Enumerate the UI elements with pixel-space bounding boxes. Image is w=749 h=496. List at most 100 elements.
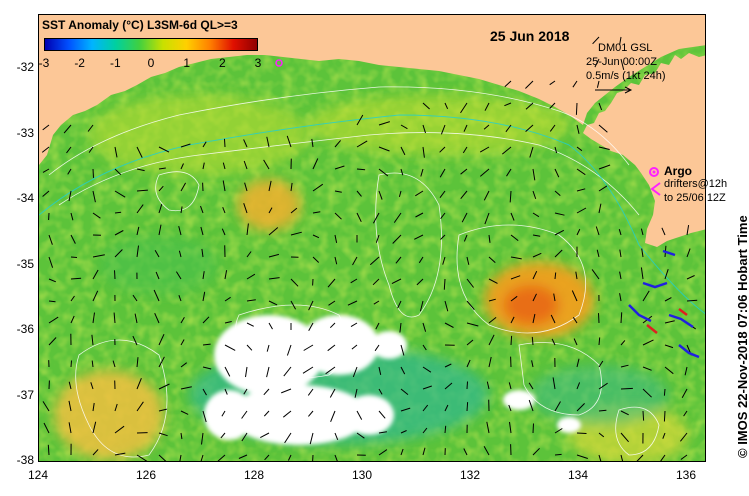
current-arrow — [374, 344, 380, 352]
current-arrow — [202, 366, 212, 370]
current-arrow — [244, 182, 248, 192]
current-arrow — [221, 410, 226, 417]
current-arrow — [664, 297, 672, 302]
current-arrow — [439, 168, 446, 178]
current-arrow — [619, 293, 622, 302]
current-arrow — [222, 180, 226, 192]
current-arrow — [369, 256, 380, 266]
current-arrow — [642, 410, 645, 421]
current-arrow — [312, 183, 324, 192]
current-arrow — [136, 401, 144, 412]
current-arrow — [598, 360, 604, 368]
current-arrow — [681, 388, 688, 399]
current-arrow — [42, 190, 50, 197]
current-arrow — [286, 344, 292, 356]
current-arrow — [136, 146, 143, 158]
current-arrow — [373, 300, 380, 305]
current-arrow — [554, 428, 563, 434]
current-arrow — [594, 58, 600, 68]
current-arrow — [91, 334, 94, 346]
current-arrow — [114, 230, 124, 236]
current-arrow — [354, 388, 358, 398]
current-arrow — [664, 269, 669, 280]
current-arrow — [312, 211, 321, 214]
current-arrow — [114, 146, 118, 158]
current-arrow — [463, 234, 468, 242]
current-arrow — [554, 249, 563, 258]
current-arrow — [114, 452, 126, 456]
current-arrow — [595, 226, 600, 236]
current-arrow — [266, 366, 270, 378]
current-arrow — [483, 124, 490, 130]
current-arrow — [598, 337, 601, 346]
current-arrow — [422, 385, 432, 390]
current-arrow — [532, 190, 537, 200]
current-arrow — [532, 447, 540, 456]
current-arrow — [592, 36, 600, 45]
current-arrow — [400, 448, 404, 456]
current-arrow — [154, 312, 160, 324]
current-arrow — [439, 146, 446, 153]
current-arrow — [178, 250, 182, 258]
current-arrow — [486, 421, 490, 434]
current-arrow — [576, 168, 586, 176]
current-arrow — [575, 271, 578, 280]
current-arrow — [619, 271, 622, 280]
current-arrow — [528, 382, 534, 390]
current-arrow — [488, 356, 492, 368]
argo-float-marker — [275, 59, 283, 67]
current-arrow — [554, 401, 561, 412]
current-arrow — [620, 312, 623, 324]
current-arrow — [221, 228, 226, 236]
current-arrow — [439, 190, 446, 198]
current-arrow — [598, 409, 607, 412]
current-arrow — [554, 272, 557, 280]
current-arrow — [132, 335, 138, 346]
current-arrow — [460, 168, 468, 175]
current-arrow — [466, 381, 468, 390]
current-arrow — [329, 322, 336, 329]
current-arrow — [598, 382, 608, 390]
current-arrow — [180, 182, 187, 192]
current-arrow — [484, 102, 490, 111]
current-arrow — [598, 124, 608, 133]
current-arrow — [114, 425, 125, 434]
current-arrow — [70, 315, 75, 324]
current-arrow — [664, 320, 675, 324]
current-arrow — [400, 344, 405, 356]
current-arrow — [281, 388, 292, 394]
current-arrow — [246, 251, 252, 258]
current-arrow — [290, 231, 302, 236]
scale-arrow — [595, 86, 633, 94]
current-arrow — [686, 248, 691, 258]
latitude-tick-label: -36 — [16, 322, 34, 336]
current-arrow — [375, 322, 380, 330]
current-arrow — [391, 278, 402, 285]
current-arrow — [549, 124, 556, 132]
current-arrow — [202, 388, 207, 396]
current-arrow — [528, 399, 534, 412]
current-arrow — [307, 388, 314, 396]
current-arrow — [510, 316, 515, 324]
longitude-tick-label: 128 — [243, 468, 265, 482]
current-arrow — [488, 234, 491, 243]
current-arrow — [532, 234, 541, 237]
current-arrow — [312, 454, 314, 461]
current-arrow — [114, 270, 116, 280]
colorbar-tick-label: 1 — [183, 56, 190, 70]
current-arrow — [202, 410, 207, 423]
current-arrow — [525, 102, 534, 110]
current-arrow — [224, 388, 228, 395]
current-arrow — [48, 278, 56, 283]
current-arrow — [532, 293, 537, 302]
latitude-tick-label: -34 — [16, 191, 34, 205]
current-arrow — [179, 454, 182, 461]
latitude-tick-label: -33 — [16, 125, 34, 140]
current-arrow — [92, 402, 95, 412]
current-arrow — [202, 271, 205, 280]
current-arrow — [460, 102, 468, 114]
current-arrow — [422, 146, 425, 158]
current-arrow — [334, 454, 338, 461]
current-arrow — [87, 124, 94, 132]
current-arrow — [224, 270, 228, 280]
